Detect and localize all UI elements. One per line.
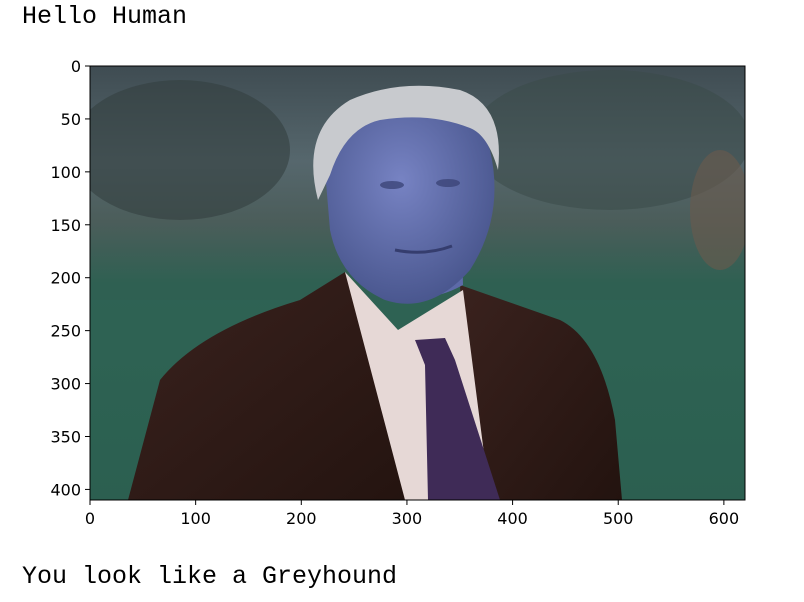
x-tick-label: 500 bbox=[603, 509, 634, 528]
x-tick-label: 200 bbox=[286, 509, 317, 528]
x-axis: 0 100 200 300 400 500 600 bbox=[85, 500, 739, 528]
jacket-right bbox=[460, 285, 622, 500]
background-trees bbox=[90, 80, 290, 220]
y-tick-label: 50 bbox=[61, 110, 81, 129]
y-tick-label: 250 bbox=[50, 322, 81, 341]
jacket-left bbox=[128, 272, 417, 500]
y-tick-label: 100 bbox=[50, 163, 81, 182]
prediction-text: You look like a Greyhound bbox=[22, 562, 398, 591]
greeting-text: Hello Human bbox=[22, 2, 188, 31]
face bbox=[324, 98, 495, 304]
photo-of-person-in-suit-icon bbox=[90, 66, 745, 500]
y-tick-label: 350 bbox=[50, 427, 81, 446]
y-tick-label: 300 bbox=[50, 375, 81, 394]
y-tick-label: 150 bbox=[50, 216, 81, 235]
x-tick-label: 300 bbox=[392, 509, 423, 528]
plot-frame bbox=[89, 65, 746, 501]
x-tick-label: 600 bbox=[709, 509, 740, 528]
y-tick-label: 200 bbox=[50, 269, 81, 288]
y-tick-label: 400 bbox=[50, 480, 81, 499]
hair bbox=[313, 85, 499, 200]
y-tick-label: 0 bbox=[71, 57, 81, 76]
x-tick-label: 400 bbox=[497, 509, 528, 528]
tie bbox=[415, 338, 500, 500]
x-tick-label: 0 bbox=[85, 509, 95, 528]
x-tick-label: 100 bbox=[180, 509, 211, 528]
y-axis: 0 50 100 150 200 250 300 350 400 bbox=[50, 57, 90, 499]
image-plot: 0 50 100 150 200 250 300 350 400 0 100 200 300 400 50… bbox=[50, 57, 746, 528]
